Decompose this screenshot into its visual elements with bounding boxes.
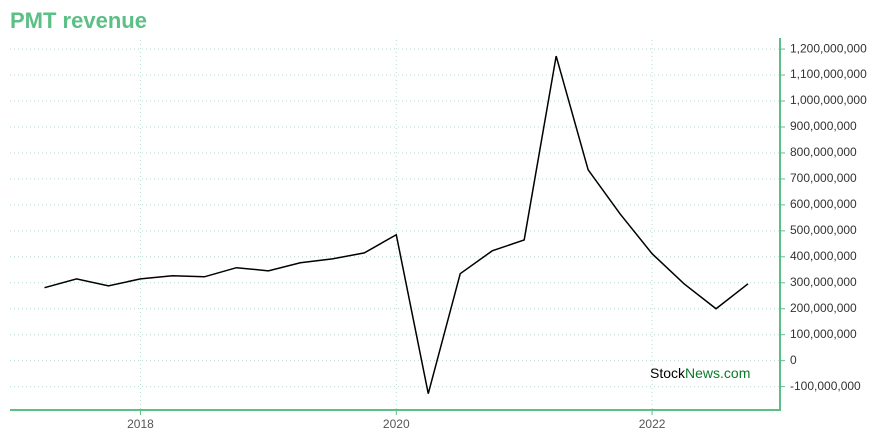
y-tick-label: 900,000,000 — [790, 119, 857, 133]
y-tick-label: 1,100,000,000 — [790, 67, 867, 81]
watermark-news: News.com — [685, 365, 750, 381]
x-tick-label: 2020 — [383, 417, 410, 431]
x-tick-label: 2022 — [639, 417, 666, 431]
line — [44, 55, 749, 394]
y-tick-label: 400,000,000 — [790, 249, 857, 263]
y-tick-label: 600,000,000 — [790, 197, 857, 211]
y-tick-label: 100,000,000 — [790, 327, 857, 341]
watermark: StockNews.com — [650, 365, 750, 381]
y-tick-label: 1,200,000,000 — [790, 41, 867, 55]
chart-title: PMT revenue — [10, 8, 147, 33]
y-tick-label: -100,000,000 — [790, 379, 861, 393]
y-tick-label: 300,000,000 — [790, 275, 857, 289]
y-tick-label: 500,000,000 — [790, 223, 857, 237]
watermark-stock: Stock — [650, 365, 686, 381]
y-tick-label: 200,000,000 — [790, 301, 857, 315]
y-tick-label: 0 — [790, 353, 797, 367]
y-tick-label: 700,000,000 — [790, 171, 857, 185]
y-tick-label: 800,000,000 — [790, 145, 857, 159]
x-tick-label: 2018 — [127, 417, 154, 431]
y-tick-label: 1,000,000,000 — [790, 93, 867, 107]
